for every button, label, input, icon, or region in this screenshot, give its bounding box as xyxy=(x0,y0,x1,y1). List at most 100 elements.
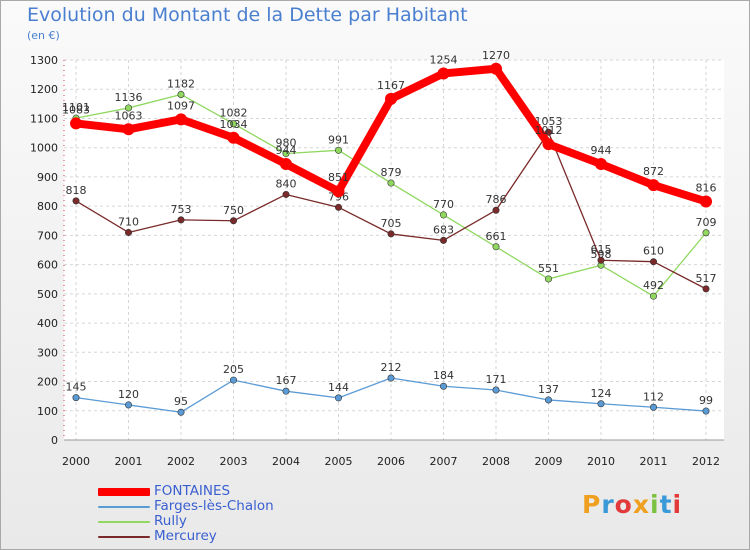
data-label-farges-les-chalon: 171 xyxy=(486,373,507,386)
data-label-rully: 980 xyxy=(276,137,297,150)
data-label-mercurey: 1053 xyxy=(535,115,563,128)
data-label-fontaines: 1097 xyxy=(167,99,195,112)
data-label-rully: 1136 xyxy=(115,91,143,104)
data-point-farges-les-chalon xyxy=(544,396,552,404)
data-point-mercurey xyxy=(492,206,500,214)
y-tick-label: 400 xyxy=(37,317,58,330)
data-point-mercurey xyxy=(702,285,710,293)
data-label-farges-les-chalon: 137 xyxy=(538,383,559,396)
data-point-rully xyxy=(125,104,133,112)
data-label-rully: 770 xyxy=(433,198,454,211)
data-label-fontaines: 1270 xyxy=(482,49,510,62)
x-tick-label: 2001 xyxy=(115,455,143,468)
data-label-rully: 1082 xyxy=(220,107,248,120)
x-tick-label: 2000 xyxy=(62,455,90,468)
data-label-farges-les-chalon: 144 xyxy=(328,381,349,394)
data-label-farges-les-chalon: 120 xyxy=(118,388,139,401)
y-tick-label: 1100 xyxy=(30,112,58,125)
data-label-fontaines: 944 xyxy=(591,144,612,157)
data-point-rully xyxy=(439,211,447,219)
legend-label: FONTAINES xyxy=(154,483,231,499)
data-label-farges-les-chalon: 212 xyxy=(381,361,402,374)
data-point-fontaines xyxy=(122,123,135,136)
x-tick-label: 2012 xyxy=(692,455,720,468)
data-point-fontaines xyxy=(490,62,502,75)
legend-item: Rully xyxy=(98,514,398,529)
data-label-fontaines: 816 xyxy=(696,181,717,194)
y-tick-label: 1000 xyxy=(30,142,58,155)
data-point-fontaines xyxy=(280,158,292,171)
data-label-farges-les-chalon: 99 xyxy=(699,394,713,407)
x-tick-label: 2011 xyxy=(640,455,668,468)
x-tick-label: 2006 xyxy=(377,455,405,468)
data-point-mercurey xyxy=(649,258,657,266)
data-point-rully xyxy=(334,146,342,154)
y-tick-label: 700 xyxy=(37,229,58,242)
data-label-rully: 1182 xyxy=(167,77,195,90)
data-label-mercurey: 615 xyxy=(591,243,612,256)
x-tick-label: 2007 xyxy=(430,455,458,468)
data-label-mercurey: 705 xyxy=(381,217,402,230)
legend-label: Rully xyxy=(154,513,187,529)
x-tick-label: 2002 xyxy=(167,455,195,468)
y-tick-label: 0 xyxy=(51,434,58,447)
data-point-farges-les-chalon xyxy=(387,374,395,382)
data-label-rully: 661 xyxy=(486,230,507,243)
data-label-fontaines: 1254 xyxy=(430,53,458,66)
data-label-mercurey: 517 xyxy=(696,272,717,285)
data-label-fontaines: 1034 xyxy=(220,118,248,131)
data-label-fontaines: 1167 xyxy=(377,79,405,92)
y-tick-label: 1200 xyxy=(30,83,58,96)
legend-swatch xyxy=(98,506,150,508)
data-point-mercurey xyxy=(334,203,342,211)
x-tick-label: 2009 xyxy=(535,455,563,468)
unit-label: (en €) xyxy=(27,29,60,42)
y-tick-label: 1300 xyxy=(30,54,58,67)
data-point-farges-les-chalon xyxy=(282,387,290,395)
y-tick-label: 900 xyxy=(37,171,58,184)
data-point-rully xyxy=(492,243,500,251)
logo-letter: t xyxy=(659,490,673,519)
y-tick-label: 200 xyxy=(37,376,58,389)
legend-label: Mercurey xyxy=(154,528,217,544)
data-label-farges-les-chalon: 124 xyxy=(591,387,612,400)
data-label-rully: 1101 xyxy=(62,101,90,114)
x-tick-label: 2005 xyxy=(325,455,353,468)
data-point-mercurey xyxy=(597,256,605,264)
data-point-farges-les-chalon xyxy=(125,401,133,409)
legend-swatch xyxy=(98,488,150,496)
x-tick-label: 2008 xyxy=(482,455,510,468)
data-point-rully xyxy=(230,120,238,128)
data-point-fontaines xyxy=(175,113,187,126)
data-point-farges-les-chalon xyxy=(597,400,605,408)
data-point-fontaines xyxy=(647,179,660,192)
data-label-fontaines: 872 xyxy=(643,165,664,178)
logo-letter: P xyxy=(582,490,602,519)
y-tick-label: 800 xyxy=(37,200,58,213)
data-point-fontaines xyxy=(542,138,555,151)
data-point-fontaines xyxy=(595,158,607,171)
data-point-mercurey xyxy=(125,228,133,236)
data-label-farges-les-chalon: 95 xyxy=(174,395,188,408)
data-label-mercurey: 818 xyxy=(66,184,87,197)
data-point-farges-les-chalon xyxy=(230,376,238,384)
data-point-rully xyxy=(177,90,185,98)
data-point-rully xyxy=(282,150,290,158)
y-tick-label: 500 xyxy=(37,288,58,301)
logo-letter: i xyxy=(672,490,683,519)
data-label-rully: 879 xyxy=(381,166,402,179)
data-label-mercurey: 786 xyxy=(486,193,507,206)
legend-item: FONTAINES xyxy=(98,484,398,499)
data-label-mercurey: 610 xyxy=(643,245,664,258)
data-point-rully xyxy=(387,179,395,187)
x-tick-label: 2004 xyxy=(272,455,300,468)
y-tick-label: 300 xyxy=(37,346,58,359)
data-point-farges-les-chalon xyxy=(702,407,710,415)
data-point-fontaines xyxy=(437,67,450,80)
data-label-mercurey: 710 xyxy=(118,215,139,228)
data-label-mercurey: 753 xyxy=(171,203,192,216)
data-label-rully: 551 xyxy=(538,262,559,275)
data-point-fontaines xyxy=(385,92,397,105)
data-point-farges-les-chalon xyxy=(649,403,657,411)
